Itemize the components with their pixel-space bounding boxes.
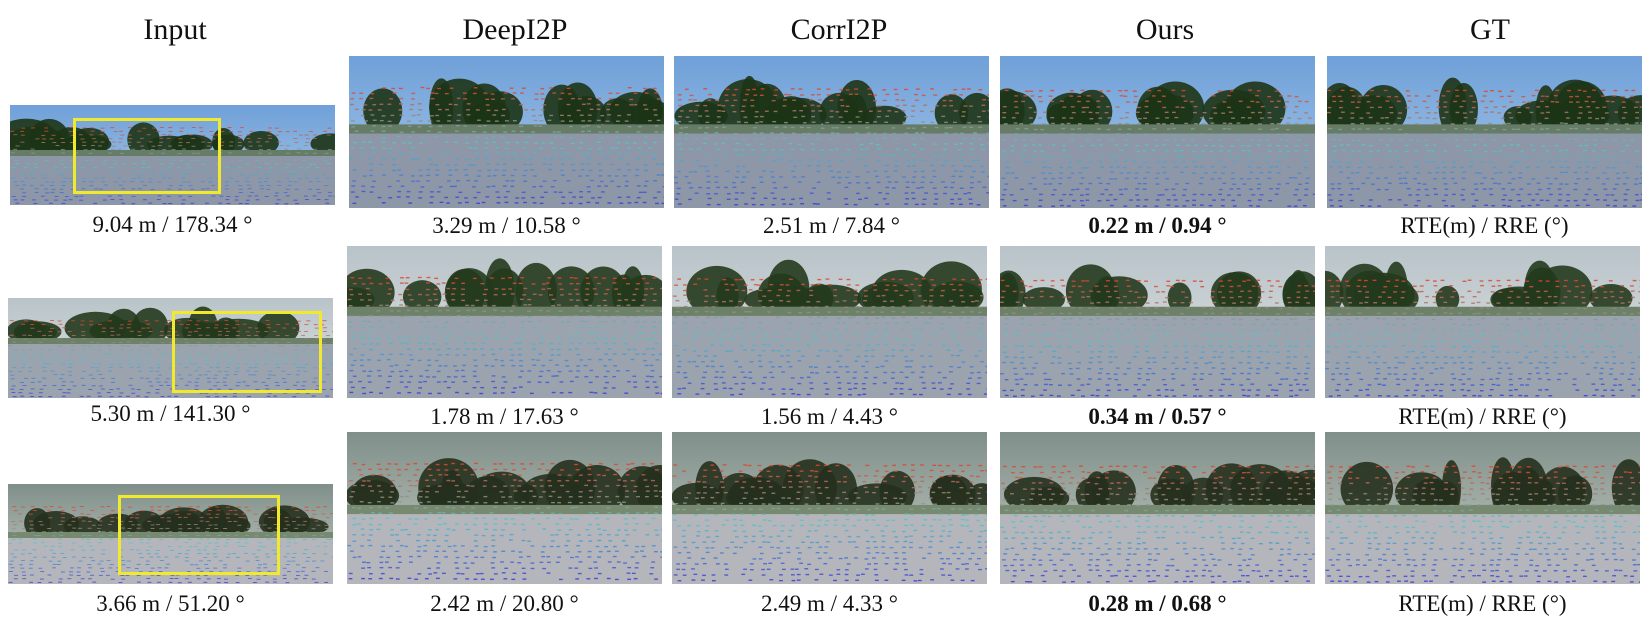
input-bbox-row3 (118, 495, 280, 575)
scene-row3-corri2p (672, 432, 987, 584)
corri2p-image-row1 (674, 56, 989, 208)
gt-caption-row3: RTE(m) / RRE (°) (1398, 591, 1567, 616)
gt-image-row1 (1327, 56, 1642, 208)
scene-row3-ours (1000, 432, 1315, 584)
scene-row1-gt (1327, 56, 1642, 208)
scene-row2-corri2p (672, 246, 987, 398)
header-input: Input (143, 13, 207, 46)
corri2p-caption-row2: 1.56 m / 4.43 ° (761, 404, 898, 429)
ours-caption-row3: 0.28 m / 0.68 ° (1088, 591, 1227, 616)
input-caption-row1: 9.04 m / 178.34 ° (92, 212, 253, 237)
gt-caption-row1: RTE(m) / RRE (°) (1400, 213, 1569, 238)
deepi2p-image-row1 (349, 56, 664, 208)
deepi2p-caption-row3: 2.42 m / 20.80 ° (430, 591, 579, 616)
scene-row1-corri2p (674, 56, 989, 208)
scene-row2-input (8, 298, 333, 398)
gt-image-row3 (1325, 432, 1640, 584)
header-gt: GT (1470, 13, 1510, 46)
deepi2p-caption-row1: 3.29 m / 10.58 ° (432, 213, 581, 238)
ours-caption-row1: 0.22 m / 0.94 ° (1088, 213, 1227, 238)
input-bbox-row2 (172, 311, 322, 393)
scene-row2-deepi2p (347, 246, 662, 398)
corri2p-image-row3 (672, 432, 987, 584)
scene-row2-gt (1325, 246, 1640, 398)
ours-image-row3 (1000, 432, 1315, 584)
scene-row1-ours (1000, 56, 1315, 208)
ours-image-row2 (1000, 246, 1315, 398)
corri2p-caption-row1: 2.51 m / 7.84 ° (763, 213, 900, 238)
header-deepi2p: DeepI2P (462, 13, 568, 46)
input-bbox-row1 (73, 118, 221, 194)
scene-row3-deepi2p (347, 432, 662, 584)
corri2p-image-row2 (672, 246, 987, 398)
header-ours: Ours (1135, 13, 1195, 46)
header-corri2p: CorrI2P (790, 13, 888, 46)
deepi2p-caption-row2: 1.78 m / 17.63 ° (430, 404, 579, 429)
deepi2p-image-row3 (347, 432, 662, 584)
scene-row3-gt (1325, 432, 1640, 584)
gt-image-row2 (1325, 246, 1640, 398)
input-image-row2 (8, 298, 333, 398)
ours-caption-row2: 0.34 m / 0.57 ° (1088, 404, 1227, 429)
scene-row2-ours (1000, 246, 1315, 398)
corri2p-caption-row3: 2.49 m / 4.33 ° (761, 591, 898, 616)
gt-caption-row2: RTE(m) / RRE (°) (1398, 404, 1567, 429)
scene-row1-deepi2p (349, 56, 664, 208)
input-caption-row2: 5.30 m / 141.30 ° (90, 401, 251, 426)
input-caption-row3: 3.66 m / 51.20 ° (96, 591, 245, 616)
deepi2p-image-row2 (347, 246, 662, 398)
ours-image-row1 (1000, 56, 1315, 208)
